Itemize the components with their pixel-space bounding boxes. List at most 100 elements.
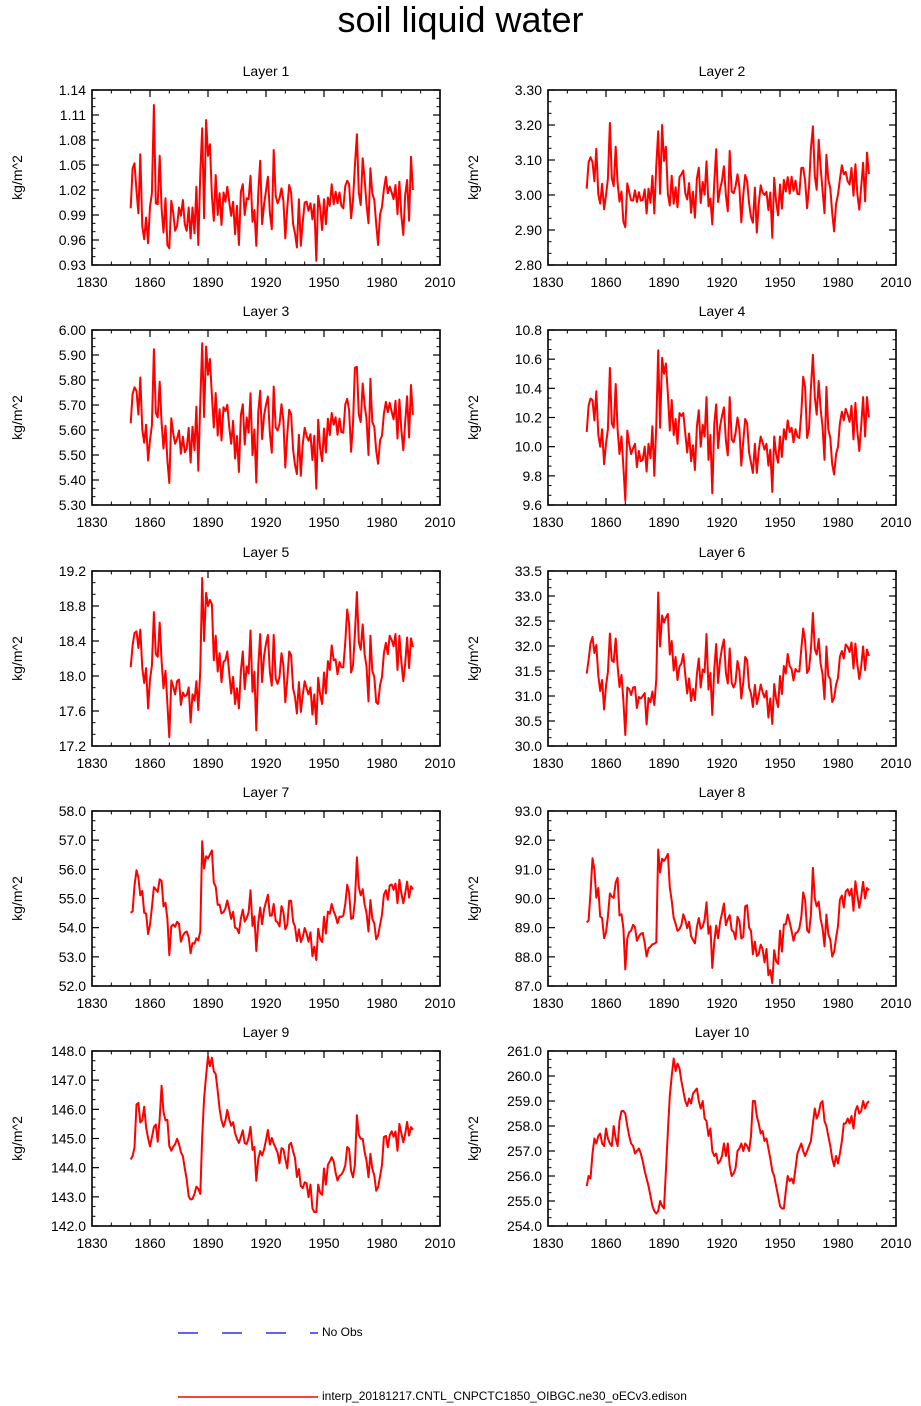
x-tick-label: 1950 (308, 274, 339, 290)
y-tick-label: 10.4 (515, 380, 542, 396)
y-tick-label: 146.0 (51, 1101, 86, 1117)
x-tick-label: 1830 (76, 274, 107, 290)
y-tick-label: 144.0 (51, 1160, 86, 1176)
x-tick-label: 1830 (532, 1235, 563, 1251)
x-tick-label: 1860 (134, 514, 165, 530)
x-tick-label: 2010 (424, 1235, 455, 1251)
x-tick-label: 1920 (706, 755, 737, 771)
y-tick-label: 143.0 (51, 1189, 86, 1205)
y-tick-label: 10.2 (515, 410, 542, 426)
panel-10: Layer 10 1830 1860 1890 1920 1950 1980 2010 254.… (465, 1024, 912, 1251)
x-tick-label: 1950 (308, 1235, 339, 1251)
y-tick-label: 3.30 (515, 82, 542, 98)
x-tick-label: 2010 (880, 274, 911, 290)
plot-frame (91, 570, 441, 747)
x-tick-label: 1920 (250, 755, 281, 771)
series-line (585, 349, 870, 502)
panel-title: Layer 5 (243, 544, 290, 560)
y-tick-label: 259.0 (507, 1093, 542, 1109)
x-tick-label: 1980 (366, 1235, 397, 1251)
legend-model-swatch (178, 1396, 318, 1398)
panel-8: Layer 8 1830 1860 1890 1920 1950 1980 2010 87.0 8… (465, 784, 912, 1011)
y-tick-label: 1.08 (59, 132, 86, 148)
y-tick-label: 255.0 (507, 1193, 542, 1209)
panel-title: Layer 10 (695, 1024, 750, 1040)
y-tick-label: 32.5 (515, 613, 542, 629)
y-tick-label: 5.30 (59, 497, 86, 513)
y-tick-label: 1.02 (59, 182, 86, 198)
x-tick-label: 1920 (250, 995, 281, 1011)
x-tick-label: 2010 (880, 995, 911, 1011)
x-tick-label: 1920 (706, 274, 737, 290)
legend-obs: No Obs (178, 1325, 363, 1339)
y-tick-label: 147.0 (51, 1072, 86, 1088)
y-axis-label: kg/m^2 (465, 1116, 481, 1161)
x-tick-label: 1860 (134, 995, 165, 1011)
y-tick-label: 5.80 (59, 372, 86, 388)
x-tick-label: 1920 (706, 1235, 737, 1251)
panel-9: Layer 9 1830 1860 1890 1920 1950 1980 2010 142.0… (9, 1024, 456, 1251)
x-tick-label: 1890 (192, 755, 223, 771)
y-tick-label: 257.0 (507, 1143, 542, 1159)
x-tick-label: 1950 (764, 995, 795, 1011)
y-tick-label: 31.0 (515, 688, 542, 704)
legend-model-label: interp_20181217.CNTL_CNPCTC1850_OIBGC.ne… (322, 1389, 687, 1403)
panel-title: Layer 2 (699, 63, 746, 79)
y-tick-label: 1.11 (60, 107, 86, 123)
legend-model: interp_20181217.CNTL_CNPCTC1850_OIBGC.ne… (178, 1389, 687, 1403)
y-tick-label: 52.0 (59, 978, 86, 994)
x-tick-label: 1890 (192, 1235, 223, 1251)
y-tick-label: 89.0 (515, 920, 542, 936)
y-tick-label: 58.0 (59, 803, 86, 819)
x-tick-label: 1890 (192, 274, 223, 290)
y-axis-label: kg/m^2 (9, 876, 25, 921)
x-tick-label: 1860 (134, 755, 165, 771)
x-tick-label: 1890 (648, 274, 679, 290)
x-tick-label: 1950 (764, 755, 795, 771)
panel-6: Layer 6 1830 1860 1890 1920 1950 1980 2010 30.0 3… (465, 544, 912, 771)
panel-title: Layer 6 (699, 544, 746, 560)
x-tick-label: 1860 (590, 995, 621, 1011)
panel-title: Layer 1 (243, 63, 290, 79)
series-line (585, 848, 870, 985)
y-tick-label: 56.0 (59, 861, 86, 877)
x-tick-label: 2010 (424, 274, 455, 290)
x-tick-label: 1830 (76, 1235, 107, 1251)
y-tick-label: 33.5 (515, 563, 542, 579)
x-tick-label: 1830 (76, 755, 107, 771)
y-tick-label: 31.5 (515, 663, 542, 679)
y-tick-label: 93.0 (515, 803, 542, 819)
x-tick-label: 1950 (764, 1235, 795, 1251)
plot-frame (91, 329, 441, 506)
y-axis-label: kg/m^2 (9, 155, 25, 200)
y-tick-label: 256.0 (507, 1168, 542, 1184)
panel-7: Layer 7 1830 1860 1890 1920 1950 1980 2010 52.0 5… (9, 784, 456, 1011)
x-tick-label: 1830 (532, 755, 563, 771)
y-tick-label: 33.0 (515, 588, 542, 604)
y-tick-label: 88.0 (515, 949, 542, 965)
x-tick-label: 2010 (424, 514, 455, 530)
y-tick-label: 6.00 (59, 322, 86, 338)
x-tick-label: 1830 (532, 274, 563, 290)
x-tick-label: 1860 (134, 1235, 165, 1251)
x-tick-label: 2010 (424, 995, 455, 1011)
x-tick-label: 1830 (532, 514, 563, 530)
y-tick-label: 57.0 (59, 832, 86, 848)
y-tick-label: 53.0 (59, 949, 86, 965)
y-axis-label: kg/m^2 (465, 155, 481, 200)
y-tick-label: 10.8 (515, 322, 542, 338)
x-tick-label: 1950 (308, 514, 339, 530)
y-tick-label: 10.0 (515, 439, 542, 455)
y-tick-label: 30.5 (515, 713, 542, 729)
y-tick-label: 5.90 (59, 347, 86, 363)
x-tick-label: 1860 (590, 514, 621, 530)
x-tick-label: 1890 (192, 995, 223, 1011)
x-tick-label: 1890 (648, 755, 679, 771)
y-tick-label: 18.0 (59, 668, 86, 684)
y-tick-label: 5.70 (59, 397, 86, 413)
y-axis-label: kg/m^2 (465, 636, 481, 681)
series-line (129, 342, 414, 490)
y-tick-label: 3.00 (515, 187, 542, 203)
y-tick-label: 91.0 (515, 861, 542, 877)
